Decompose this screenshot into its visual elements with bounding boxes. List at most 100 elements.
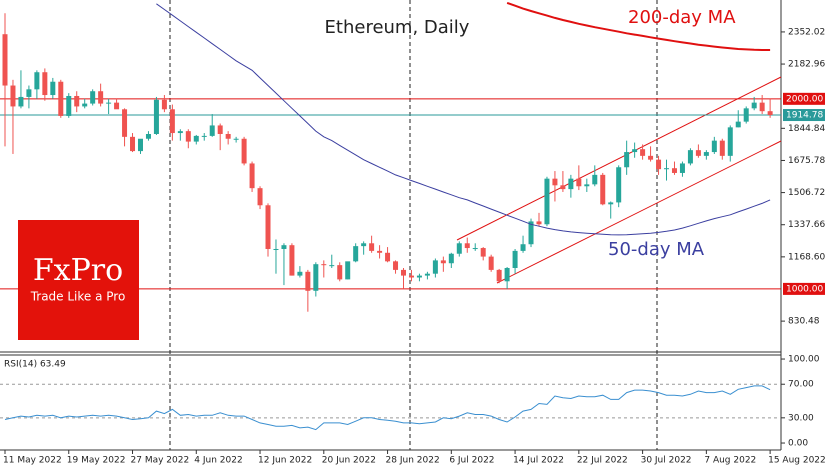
candle-body [648,155,654,160]
y-tick-label: 1506.72 [788,188,825,198]
candle-body [185,131,191,142]
candle-body [480,248,486,257]
level-tag [783,109,825,122]
candle-body [528,221,534,245]
candle-body [616,167,622,203]
candle-body [568,178,574,190]
level-tag [783,92,825,105]
candle-body [759,102,765,112]
candle-body [544,178,550,225]
x-tick-label: 6 Jul 2022 [449,456,494,466]
candle-body [520,244,526,251]
candle-body [161,99,167,110]
candle-body [592,174,598,185]
candle-body [265,205,271,249]
logo-brand: FxPro [33,253,123,288]
candle-body [66,95,72,116]
candle-body [679,163,685,173]
candle-body [735,121,741,128]
x-tick-label: 19 May 2022 [67,456,126,466]
candle-body [58,81,64,116]
candle-body [751,102,757,109]
candle-body [225,133,231,139]
candle-body [98,91,104,104]
candle-body [217,125,223,134]
candle-body [424,273,430,276]
y-tick-label: 830.48 [788,317,820,327]
candle-body [2,34,8,86]
candle-body [695,150,701,156]
candle-body [305,271,311,291]
candle-body [114,102,120,110]
x-tick-label: 20 Jun 2022 [322,456,376,466]
candle-body [456,243,462,254]
candle-body [209,125,215,136]
candle-body [337,265,343,280]
candle-body [472,248,478,250]
moving-average [506,1,771,51]
candle-body [560,185,566,190]
candle-body [719,140,725,156]
axes: 2352.02 2182.96 1844.84 1675.78 1506.72 1337.… [3,27,826,465]
candle-body [130,136,136,152]
rsi-tick-label: 70.00 [788,380,814,390]
candle-body [90,91,96,104]
candle-body [632,149,638,153]
candle-body [241,138,247,164]
candle-body [145,133,151,139]
candle-body [640,149,646,156]
candle-body [512,250,518,268]
candle-body [281,245,287,249]
candle-body [767,111,773,115]
candle-body [201,135,207,137]
candle-body [257,188,263,206]
x-tick-label: 22 Jul 2022 [577,456,628,466]
candle-body [329,265,335,267]
candle-body [727,127,733,156]
candle-body [369,243,375,251]
candle-body [385,252,391,262]
candle-body [74,95,80,107]
candle-body [82,103,88,107]
moving-average [156,3,771,236]
level-tag [783,282,825,295]
candle-body [137,138,143,152]
chart-title: Ethereum, Daily [325,17,470,38]
candle-body [576,178,582,187]
candle-body [448,253,454,264]
candle-body [687,150,693,164]
candle-body [345,261,351,280]
y-tick-label: 1168.60 [788,252,825,262]
ma-label: 50-day MA [608,239,705,260]
candle-body [432,260,438,274]
candle-body [401,269,406,276]
candle-body [656,159,662,170]
candle-body [743,108,749,122]
candle-body [664,168,670,170]
candle-body [233,138,239,140]
rsi-line [4,385,771,431]
x-tick-label: 14 Jul 2022 [513,456,564,466]
candle-body [496,269,502,282]
candle-body [26,89,32,97]
candle-body [193,135,199,142]
candle-body [313,264,319,291]
logo-box [18,220,139,340]
candle-body [536,221,542,225]
candle-body [50,81,56,96]
candle-body [377,250,383,253]
candle-body [703,152,709,156]
y-tick-label: 2182.96 [788,60,825,70]
y-tick-label: 1675.78 [788,156,825,166]
ma-label: 200-day MA [628,7,736,28]
candle-body [624,152,630,168]
candle-body [361,243,367,247]
candle-body [273,248,279,250]
level-tag-label: 2000.00 [786,94,823,104]
candle-body [464,243,470,249]
channel-upper [456,76,782,241]
candle-body [440,260,446,264]
level-tag-label: 1914.78 [786,111,823,121]
candle-body [600,174,606,205]
